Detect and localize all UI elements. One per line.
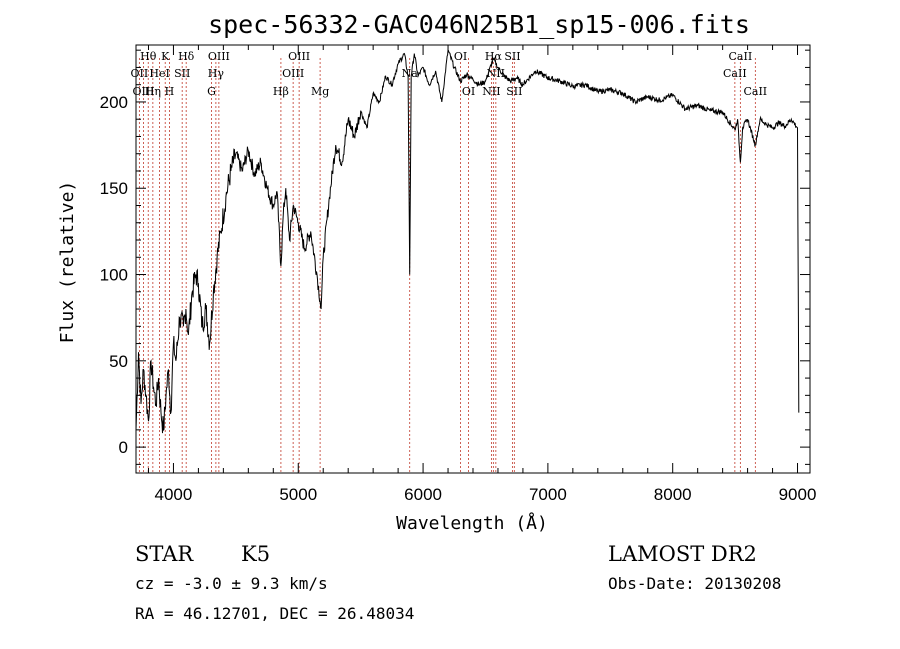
x-tick-label: 4000 <box>155 485 193 504</box>
object-type: STAR <box>135 542 194 566</box>
line-label: Hδ <box>178 50 195 63</box>
line-label: Hθ <box>140 50 157 63</box>
coordinates-readout: RA = 46.12701, DEC = 26.48034 <box>135 604 414 623</box>
spectrum-line <box>135 49 800 434</box>
y-tick-label: 100 <box>100 266 128 285</box>
line-label: OIII <box>288 50 310 63</box>
line-label: OI <box>454 50 467 63</box>
x-tick-label: 7000 <box>529 485 567 504</box>
line-label: Na <box>402 67 419 80</box>
line-label: G <box>207 85 216 98</box>
line-label: Hγ <box>208 67 225 80</box>
line-label: OIII <box>282 67 304 80</box>
line-label: SII <box>506 85 522 98</box>
emission-line-markers <box>138 58 756 473</box>
y-axis: 0 50 100 150 200 <box>100 49 810 465</box>
line-label: OII <box>131 67 149 80</box>
y-tick-label: 200 <box>100 93 128 112</box>
y-axis-label: Flux (relative) <box>57 181 78 344</box>
line-label: Hβ <box>273 85 289 98</box>
redshift-readout: cz = -3.0 ± 9.3 km/s <box>135 574 328 593</box>
x-tick-label: 6000 <box>404 485 442 504</box>
x-axis-label: Wavelength (Å) <box>396 512 548 534</box>
line-label: CaII <box>729 50 753 63</box>
line-label: K <box>161 50 170 63</box>
emission-line-labels: HθOIIOIIIHηHeIKHSIIHδGHγOIIIHβOIIIOIIIMg… <box>131 50 768 98</box>
line-label: CaII <box>743 85 767 98</box>
line-label: Hα <box>485 50 503 63</box>
line-label: CaII <box>723 67 747 80</box>
x-tick-label: 9000 <box>779 485 817 504</box>
line-label: OIII <box>208 50 230 63</box>
y-tick-label: 50 <box>109 352 128 371</box>
line-label: OIII <box>132 85 154 98</box>
survey-name: LAMOST DR2 <box>608 542 757 566</box>
line-label: OI <box>462 85 475 98</box>
line-label: Mg <box>311 85 329 98</box>
x-tick-label: 8000 <box>654 485 692 504</box>
observation-date: Obs-Date: 20130208 <box>608 574 781 593</box>
chart-title: spec-56332-GAC046N25B1_sp15-006.fits <box>208 10 750 39</box>
line-label: SII <box>504 50 520 63</box>
y-tick-label: 0 <box>119 438 128 457</box>
line-label: Hη <box>145 85 161 98</box>
x-tick-label: 5000 <box>279 485 317 504</box>
spectral-subclass: K5 <box>241 542 270 566</box>
x-axis: 4000 5000 6000 7000 8000 9000 <box>147 45 817 504</box>
line-label: HeI <box>149 67 169 80</box>
line-label: H <box>165 85 175 98</box>
line-label: NII <box>482 85 500 98</box>
y-tick-label: 150 <box>100 179 128 198</box>
line-label: SII <box>174 67 190 80</box>
